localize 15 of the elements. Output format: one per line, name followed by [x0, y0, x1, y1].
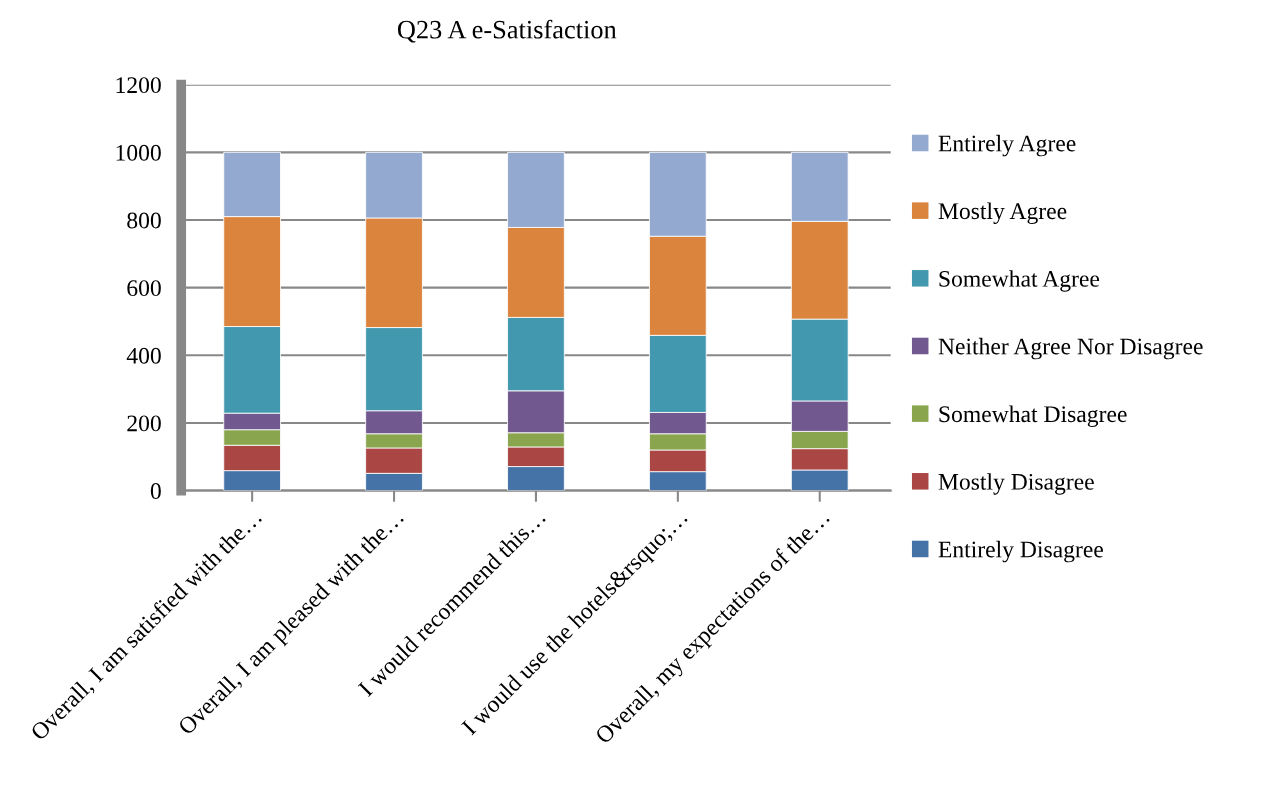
legend-label: Somewhat Disagree — [939, 405, 1127, 427]
y-tick-label: 600 — [127, 280, 161, 297]
legend-label: Entirely Disagree — [938, 540, 1103, 563]
y-tick-label: 1000 — [116, 144, 161, 161]
y-tick-label: 0 — [150, 483, 161, 500]
y-tick-label: 800 — [127, 212, 161, 229]
legend-label: Mostly Disagree — [938, 473, 1094, 495]
y-tick-label: 200 — [127, 415, 161, 432]
legend-label: Somewhat Agree — [939, 270, 1100, 292]
legend-label: Entirely Agree — [938, 134, 1076, 157]
y-tick-label: 1200 — [116, 77, 161, 94]
legend-label: Neither Agree Nor Disagree — [938, 337, 1203, 360]
y-tick-label: 400 — [126, 347, 161, 364]
chart-title: Q23 A e-Satisfaction — [397, 19, 617, 43]
legend-label: Mostly Agree — [938, 202, 1067, 225]
